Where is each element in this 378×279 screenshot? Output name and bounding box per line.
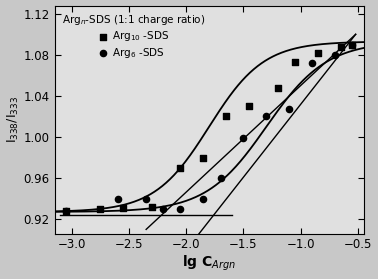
Arg$_6$ -SDS bbox=[217, 176, 223, 180]
Arg$_6$ -SDS bbox=[263, 114, 270, 119]
Arg$_6$ -SDS bbox=[63, 209, 69, 213]
Arg$_{10}$ -SDS bbox=[97, 207, 103, 211]
Arg$_6$ -SDS bbox=[240, 136, 246, 140]
Arg$_{10}$ -SDS bbox=[275, 85, 281, 90]
Arg$_{10}$ -SDS bbox=[338, 44, 344, 49]
Arg$_{10}$ -SDS bbox=[315, 50, 321, 55]
Arg$_6$ -SDS bbox=[177, 207, 183, 211]
Arg$_{10}$ -SDS bbox=[149, 205, 155, 209]
Arg$_6$ -SDS bbox=[309, 61, 315, 65]
Arg$_6$ -SDS bbox=[200, 196, 206, 201]
Arg$_{10}$ -SDS bbox=[246, 104, 252, 109]
Arg$_6$ -SDS bbox=[143, 196, 149, 201]
X-axis label: lg C$_{Argn}$: lg C$_{Argn}$ bbox=[182, 254, 236, 273]
Arg$_6$ -SDS bbox=[286, 107, 292, 112]
Arg$_{10}$ -SDS bbox=[292, 60, 298, 64]
Arg$_6$ -SDS bbox=[115, 196, 121, 201]
Arg$_6$ -SDS bbox=[332, 53, 338, 57]
Arg$_6$ -SDS bbox=[160, 207, 166, 211]
Arg$_{10}$ -SDS bbox=[177, 165, 183, 170]
Legend: Arg$_{10}$ -SDS, Arg$_6$ -SDS: Arg$_{10}$ -SDS, Arg$_6$ -SDS bbox=[60, 11, 207, 62]
Arg$_{10}$ -SDS bbox=[349, 42, 355, 47]
Arg$_{10}$ -SDS bbox=[200, 155, 206, 160]
Arg$_{10}$ -SDS bbox=[63, 209, 69, 213]
Arg$_{10}$ -SDS bbox=[223, 114, 229, 119]
Arg$_{10}$ -SDS bbox=[120, 206, 126, 210]
Y-axis label: I$_{338}$/I$_{333}$: I$_{338}$/I$_{333}$ bbox=[6, 96, 21, 143]
Arg$_6$ -SDS bbox=[349, 42, 355, 47]
